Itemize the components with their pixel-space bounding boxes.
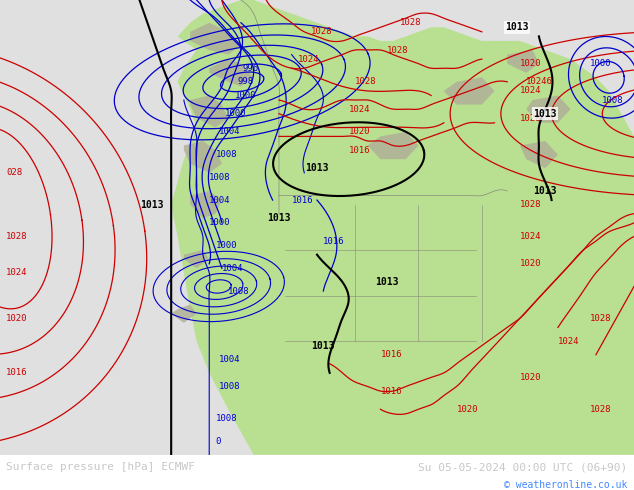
Text: 1000: 1000	[590, 59, 611, 68]
Text: 1028: 1028	[311, 27, 332, 36]
Text: 1020: 1020	[456, 405, 478, 414]
Text: 1016: 1016	[292, 196, 313, 205]
Polygon shape	[171, 0, 634, 455]
Text: 1008: 1008	[216, 414, 237, 423]
Text: 1013: 1013	[311, 341, 335, 350]
Polygon shape	[520, 141, 558, 168]
Text: © weatheronline.co.uk: © weatheronline.co.uk	[504, 480, 628, 490]
Text: 1024: 1024	[6, 269, 28, 277]
Text: 1020: 1020	[520, 373, 541, 382]
Text: Surface pressure [hPa] ECMWF: Surface pressure [hPa] ECMWF	[6, 462, 195, 472]
Text: 1013: 1013	[533, 186, 557, 196]
Text: 1028: 1028	[520, 114, 541, 122]
Text: 1020: 1020	[6, 314, 28, 323]
Text: 1013: 1013	[505, 22, 529, 32]
Text: 0: 0	[216, 437, 221, 445]
Text: 1004: 1004	[222, 264, 243, 273]
Text: 998: 998	[238, 77, 254, 86]
Text: 1004: 1004	[219, 355, 240, 364]
Text: 1028: 1028	[387, 46, 408, 54]
Polygon shape	[209, 59, 254, 86]
Text: 1024: 1024	[298, 54, 320, 64]
Text: 1028: 1028	[399, 18, 421, 27]
Text: 996: 996	[243, 64, 259, 73]
Text: 1020: 1020	[520, 259, 541, 268]
Text: 1013: 1013	[533, 109, 557, 119]
Text: 1028: 1028	[590, 314, 611, 323]
Polygon shape	[184, 141, 222, 173]
Text: 10246: 10246	[526, 77, 553, 86]
Text: 1024: 1024	[349, 105, 370, 114]
Text: 1024: 1024	[520, 86, 541, 96]
Text: 028: 028	[6, 168, 22, 177]
Text: 1008: 1008	[219, 382, 240, 391]
Text: 1016: 1016	[349, 146, 370, 154]
Text: 1000: 1000	[209, 219, 231, 227]
Text: 1004: 1004	[209, 196, 231, 205]
Text: 1028: 1028	[6, 232, 28, 241]
Text: 1000: 1000	[235, 91, 256, 100]
Text: 1024: 1024	[520, 232, 541, 241]
Polygon shape	[507, 50, 539, 73]
Polygon shape	[190, 191, 222, 218]
Text: 1016: 1016	[6, 368, 28, 377]
Polygon shape	[190, 96, 228, 127]
Text: 1008: 1008	[602, 96, 624, 104]
Polygon shape	[444, 77, 495, 104]
Polygon shape	[368, 132, 418, 159]
Text: 1013: 1013	[305, 163, 329, 173]
Text: Su 05-05-2024 00:00 UTC (06+90): Su 05-05-2024 00:00 UTC (06+90)	[418, 462, 628, 472]
Text: 1028: 1028	[590, 405, 611, 414]
Text: 1008: 1008	[209, 173, 231, 182]
Text: 1000: 1000	[225, 109, 247, 118]
Text: 1013: 1013	[267, 213, 291, 223]
Text: 1008: 1008	[216, 150, 237, 159]
Text: 1013: 1013	[140, 199, 164, 210]
Text: 1016: 1016	[380, 387, 402, 395]
Text: 1000: 1000	[216, 241, 237, 250]
Text: 1024: 1024	[558, 337, 579, 345]
Polygon shape	[171, 305, 197, 323]
Text: 1013: 1013	[375, 277, 399, 287]
Text: 1028: 1028	[520, 200, 541, 209]
Text: 1020: 1020	[520, 59, 541, 68]
Text: 1016: 1016	[380, 350, 402, 359]
Polygon shape	[190, 23, 241, 54]
Polygon shape	[184, 250, 209, 269]
Text: 1008: 1008	[228, 287, 250, 295]
Polygon shape	[526, 96, 571, 123]
Text: 1028: 1028	[355, 77, 377, 86]
Text: 1020: 1020	[349, 127, 370, 136]
Text: 1004: 1004	[219, 127, 240, 136]
Text: 1016: 1016	[323, 237, 345, 245]
